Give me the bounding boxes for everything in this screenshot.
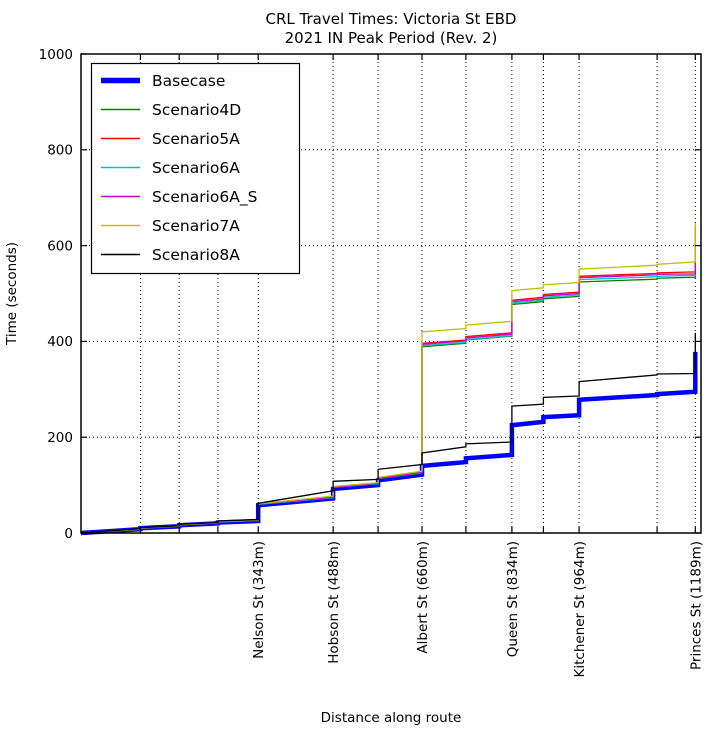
- legend-entry-scenario6a: Scenario6A: [101, 159, 240, 177]
- x-tick-label-343: Nelson St (343m): [251, 541, 267, 659]
- y-tick-label-800: 800: [47, 143, 73, 159]
- x-tick-label-964: Kitchener St (964m): [572, 541, 588, 678]
- plot-frame: [80, 53, 702, 534]
- y-tick-label-400: 400: [47, 334, 73, 350]
- legend-entry-basecase: Basecase: [101, 72, 225, 90]
- legend-label-basecase: Basecase: [152, 72, 225, 90]
- x-tick-label-1189: Princes St (1189m): [688, 541, 704, 670]
- y-axis-label: Time (seconds): [4, 242, 20, 346]
- series-layer: [80, 223, 698, 536]
- x-tick-label-488: Hobson St (488m): [326, 541, 342, 664]
- legend: Basecase Scenario4D Scenario5A Scenario6A Sc…: [90, 62, 301, 275]
- tick-label-layer: 0 200 400 600 800 1000 Nelson St (343m) Hobson …: [39, 47, 705, 678]
- legend-entry-scenario4d: Scenario4D: [101, 101, 241, 119]
- legend-label-scenario6a: Scenario6A: [152, 159, 240, 177]
- legend-label-scenario4d: Scenario4D: [152, 101, 241, 119]
- series-line-scenario8a: [80, 332, 696, 534]
- legend-label-scenario6a_s: Scenario6A_S: [152, 188, 257, 207]
- legend-entry-scenario7a: Scenario7A: [101, 217, 240, 235]
- grid-layer: [81, 54, 701, 533]
- chart-title: CRL Travel Times: Victoria St EBD: [266, 10, 517, 28]
- y-tick-label-1000: 1000: [39, 47, 73, 63]
- legend-label-scenario7a: Scenario7A: [152, 217, 240, 235]
- legend-entry-scenario5a: Scenario5A: [101, 130, 240, 148]
- legend-label-scenario5a: Scenario5A: [152, 130, 240, 148]
- tick-layer: [81, 53, 701, 534]
- legend-label-scenario8a: Scenario8A: [152, 246, 240, 264]
- chart-subtitle: 2021 IN Peak Period (Rev. 2): [285, 29, 498, 47]
- legend-entry-scenario6a_s: Scenario6A_S: [101, 188, 257, 207]
- legend-box: [90, 62, 301, 275]
- x-axis-label: Distance along route: [321, 710, 462, 726]
- axes-frame-layer: [80, 53, 702, 534]
- y-tick-label-600: 600: [47, 238, 73, 254]
- x-tick-label-834: Queen St (834m): [505, 541, 521, 657]
- legend-entry-scenario8a: Scenario8A: [101, 246, 240, 264]
- y-tick-label-200: 200: [47, 430, 73, 446]
- y-tick-label-0: 0: [64, 526, 73, 542]
- x-tick-label-660: Albert St (660m): [415, 541, 431, 654]
